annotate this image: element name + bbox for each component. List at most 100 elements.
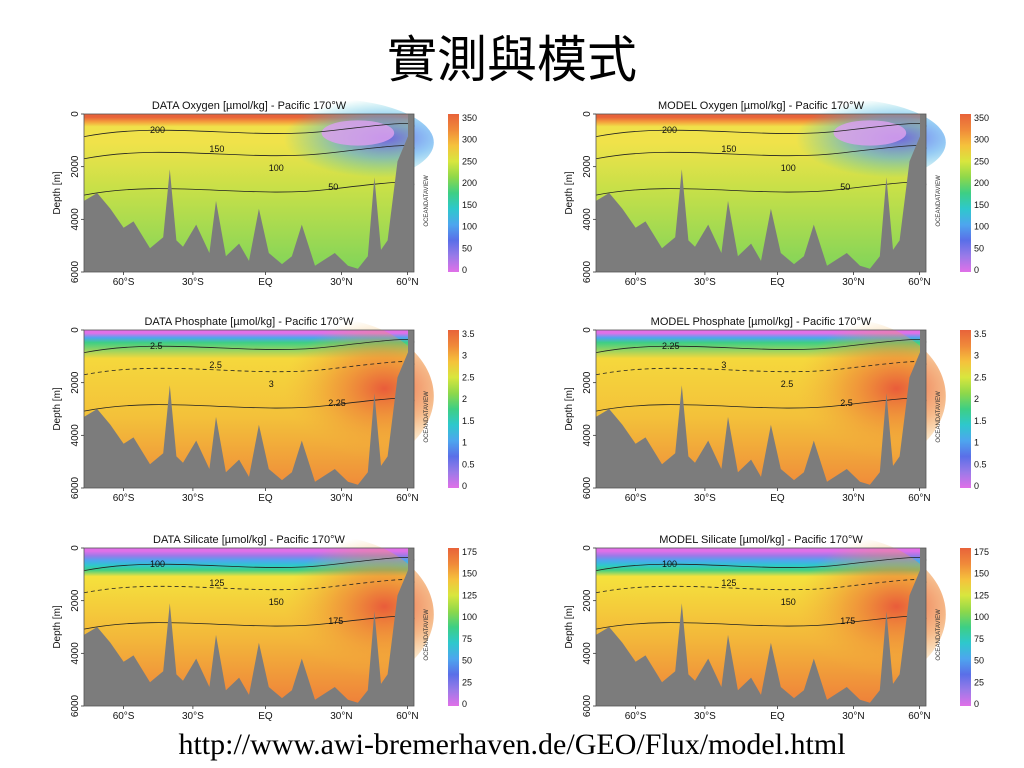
colorbar-tick-label: 150 [462, 200, 477, 210]
plot-frame [595, 329, 927, 489]
colorbar-tick-label: 25 [462, 677, 472, 687]
y-axis-label: Depth [m] [52, 605, 63, 649]
land-mask [408, 114, 414, 272]
y-tick-label: 4000 [70, 208, 81, 231]
x-tick-label: EQ [770, 277, 785, 288]
contour-label: 175 [328, 616, 343, 626]
section-plot: 2.5 2.5 3 2.25 DATA Phosphate [µmol/kg] - Pa… [52, 316, 475, 504]
y-tick-label: 4000 [582, 424, 593, 447]
colorbar-tick-label: 1.5 [974, 416, 987, 426]
colorbar-tick-label: 3 [974, 351, 979, 361]
contour-label: 150 [781, 597, 796, 607]
chart-title: DATA Phosphate [µmol/kg] - Pacific 170°W [144, 316, 354, 328]
colorbar-tick-label: 2.5 [462, 372, 475, 382]
x-tick-label: 30°S [694, 493, 716, 504]
colorbar-tick-label: 0 [462, 265, 467, 275]
contour-label: 200 [150, 125, 165, 135]
panel-data-phosphate: 2.5 2.5 3 2.25 DATA Phosphate [µmol/kg] - Pa… [50, 312, 490, 508]
colorbar-tick-label: 350 [462, 113, 477, 123]
land-mask [408, 548, 414, 706]
plot-frame [595, 113, 927, 273]
watermark: OCEANDATAVIEW [424, 609, 430, 661]
colorbar-tick-label: 175 [974, 547, 989, 557]
colorbar [960, 330, 971, 488]
colorbar-tick-label: 25 [974, 677, 984, 687]
y-tick-label: 4000 [70, 424, 81, 447]
colorbar-tick-label: 200 [974, 178, 989, 188]
y-tick-label: 4000 [582, 208, 593, 231]
chart-title: MODEL Oxygen [µmol/kg] - Pacific 170°W [658, 100, 865, 112]
source-url: http://www.awi-bremerhaven.de/GEO/Flux/m… [178, 728, 846, 761]
y-axis-label: Depth [m] [564, 605, 575, 649]
contour-label: 2.5 [781, 379, 794, 389]
colorbar-tick-label: 1.5 [462, 416, 475, 426]
x-tick-label: 30°S [694, 277, 716, 288]
contour-label: 125 [721, 578, 736, 588]
y-tick-label: 2000 [582, 155, 593, 178]
colorbar-tick-label: 2 [974, 394, 979, 404]
x-tick-label: 60°N [396, 493, 418, 504]
watermark: OCEANDATAVIEW [424, 391, 430, 443]
y-tick-label: 0 [70, 327, 81, 333]
land-mask [408, 330, 414, 488]
y-tick-label: 2000 [70, 589, 81, 612]
x-tick-label: 60°S [625, 277, 647, 288]
x-tick-label: 30°S [182, 277, 204, 288]
x-tick-label: 60°S [113, 277, 135, 288]
y-axis-label: Depth [m] [52, 387, 63, 431]
x-tick-label: 60°N [396, 277, 418, 288]
seafloor [84, 337, 414, 488]
plot-frame [83, 547, 415, 707]
colorbar-tick-label: 350 [974, 113, 989, 123]
plot-frame [595, 547, 927, 707]
colorbar-tick-label: 50 [974, 243, 984, 253]
land-mask [920, 330, 926, 488]
colorbar [448, 330, 459, 488]
slide-title: 實測與模式 [387, 31, 637, 89]
colorbar-tick-label: 100 [462, 612, 477, 622]
x-tick-label: 30°N [330, 711, 352, 722]
colorbar-tick-label: 3.5 [462, 329, 475, 339]
contour-label: 100 [781, 163, 796, 173]
y-tick-label: 0 [70, 111, 81, 117]
colorbar-tick-label: 125 [974, 590, 989, 600]
y-tick-label: 4000 [70, 642, 81, 665]
y-tick-label: 0 [582, 545, 593, 551]
contour-label: 150 [269, 597, 284, 607]
field-core [721, 98, 946, 187]
y-tick-label: 6000 [70, 260, 81, 283]
section-plot: 200 150 100 50 DATA Oxygen [µmol/kg] - Pacif… [52, 98, 477, 288]
x-tick-label: 60°S [113, 711, 135, 722]
contour-label: 125 [209, 578, 224, 588]
colorbar-tick-label: 150 [974, 200, 989, 210]
plot-frame [83, 329, 415, 489]
colorbar-tick-label: 0 [974, 481, 979, 491]
panel-data-silicate: 100 125 150 175 DATA Silicate [µmol/kg] - Pa… [50, 530, 490, 726]
contour-label: 2.5 [840, 398, 853, 408]
colorbar-tick-label: 3.5 [974, 329, 987, 339]
colorbar [448, 548, 459, 706]
colorbar-tick-label: 100 [462, 222, 477, 232]
chart-title: MODEL Phosphate [µmol/kg] - Pacific 170°… [651, 316, 872, 328]
contour-label: 2.25 [662, 341, 680, 351]
colorbar-tick-label: 250 [462, 156, 477, 166]
x-tick-label: 30°S [182, 711, 204, 722]
x-tick-label: 60°N [908, 277, 930, 288]
contour-label: 3 [721, 360, 726, 370]
contour-label: 150 [721, 144, 736, 154]
colorbar-tick-label: 300 [974, 135, 989, 145]
x-tick-label: 30°N [842, 493, 864, 504]
y-tick-label: 2000 [582, 371, 593, 394]
colorbar-tick-label: 2 [462, 394, 467, 404]
y-tick-label: 6000 [582, 694, 593, 717]
x-tick-label: 30°S [694, 711, 716, 722]
x-tick-label: 60°N [908, 493, 930, 504]
plot-frame [83, 113, 415, 273]
colorbar-tick-label: 50 [462, 656, 472, 666]
contour-label: 100 [150, 559, 165, 569]
seafloor [84, 555, 414, 706]
y-axis-label: Depth [m] [52, 171, 63, 215]
contour-label: 2.5 [150, 341, 163, 351]
colorbar [960, 548, 971, 706]
x-tick-label: 60°S [113, 493, 135, 504]
